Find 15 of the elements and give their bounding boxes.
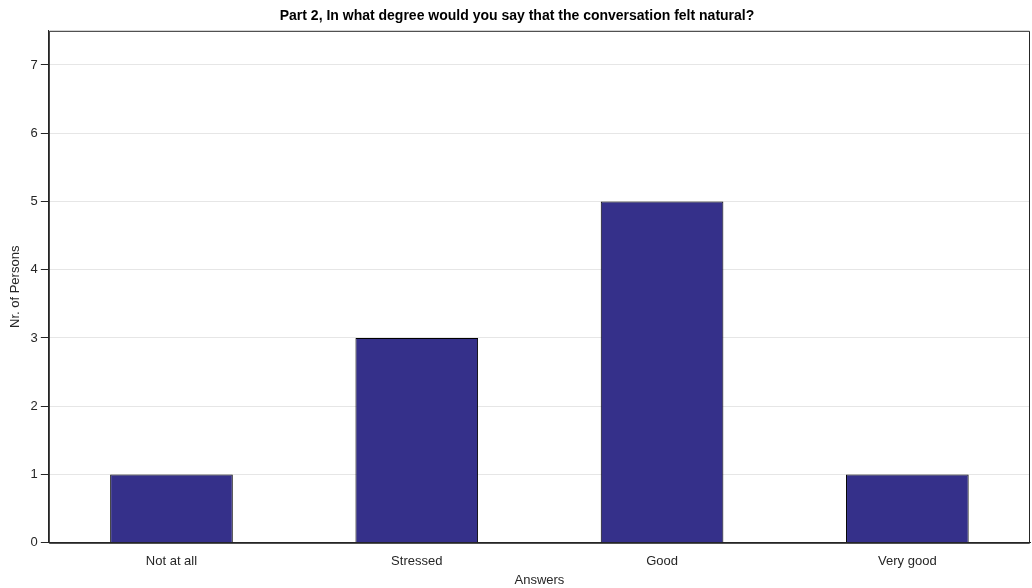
y-axis-title: Nr. of Persons xyxy=(7,245,23,328)
y-tick-label: 5 xyxy=(30,193,38,209)
y-tick-label: 6 xyxy=(30,124,38,140)
x-tick-label: Very good xyxy=(878,553,937,569)
y-tick-label: 1 xyxy=(30,466,38,482)
y-tick-label: 7 xyxy=(30,56,38,72)
x-axis-title: Answers xyxy=(514,571,565,587)
y-tick-label: 3 xyxy=(30,329,38,345)
x-tick-label: Good xyxy=(646,553,678,569)
x-tick-label: Stressed xyxy=(391,553,443,569)
chart-title: Part 2, In what degree would you say that the conversation felt natural? xyxy=(279,7,755,24)
y-tick-label: 2 xyxy=(30,397,38,413)
y-tick-label: 4 xyxy=(30,261,38,277)
y-tick-label: 0 xyxy=(30,534,38,550)
x-tick-label: Not at all xyxy=(145,553,198,569)
